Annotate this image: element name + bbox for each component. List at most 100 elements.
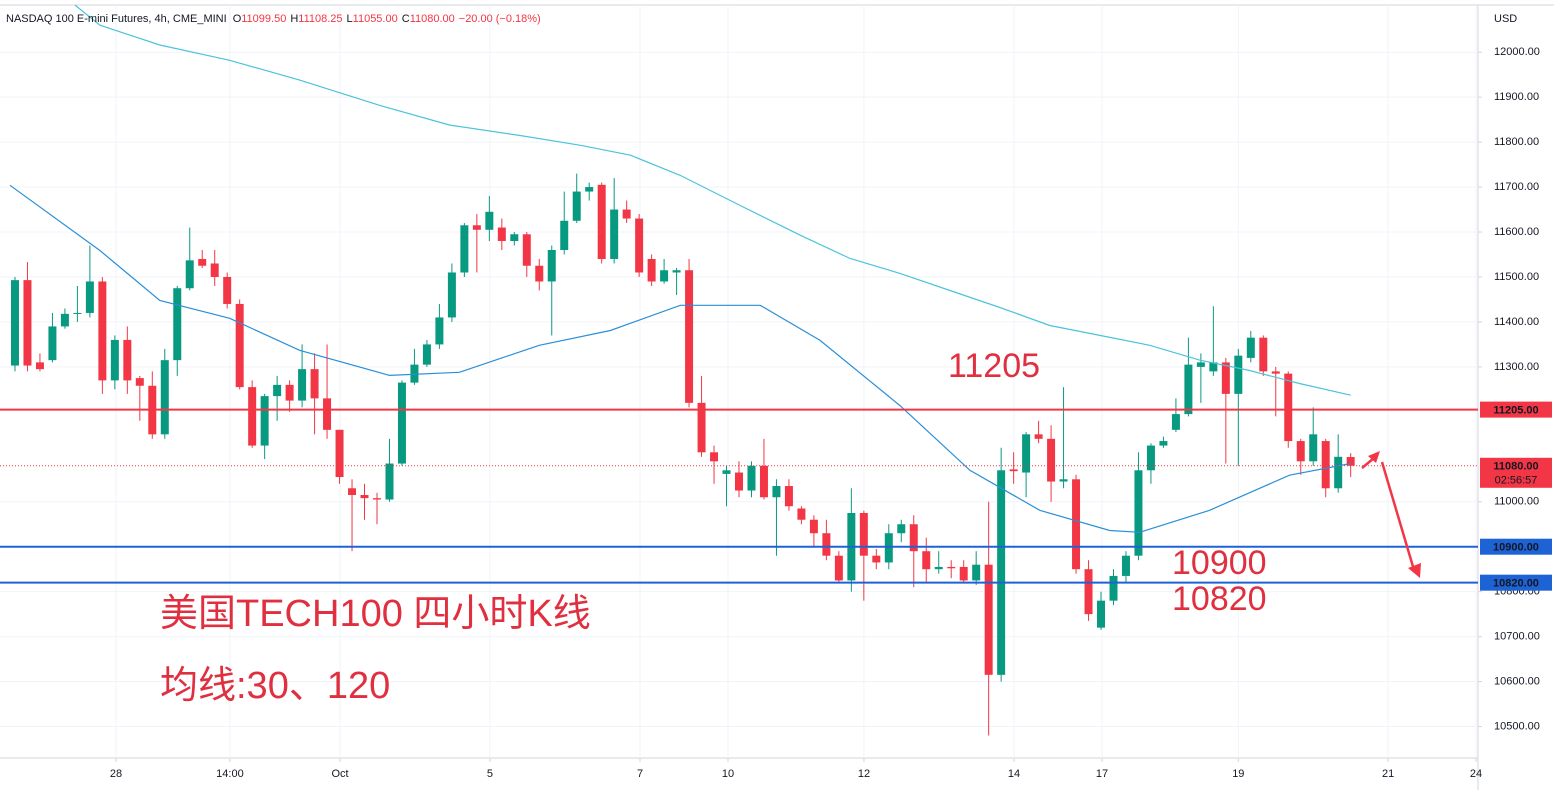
y-tick-label: 11900.00	[1494, 91, 1539, 103]
moving-average	[74, 5, 1351, 396]
change: −20.00 (−0.18%)	[459, 13, 541, 25]
candle-body	[10, 280, 19, 366]
y-tick-label: 11600.00	[1494, 226, 1539, 238]
candle-body	[572, 191, 581, 221]
candle-body	[497, 227, 506, 242]
candle-body	[872, 555, 881, 563]
candle-body	[560, 220, 569, 251]
arrow	[1380, 461, 1416, 571]
candle-body	[1234, 355, 1243, 394]
annotation: 10900	[1172, 544, 1267, 582]
candle-body	[372, 498, 381, 500]
candle-body	[1271, 371, 1280, 374]
candle-body	[1121, 555, 1130, 576]
candle-body	[360, 495, 369, 499]
candle-body	[797, 508, 806, 520]
x-tick-label: 19	[1232, 768, 1244, 780]
candle-body	[223, 276, 232, 304]
candle-body	[173, 288, 182, 361]
candle-body	[735, 472, 743, 491]
candle-body	[348, 488, 357, 496]
candle-body	[610, 209, 619, 259]
plot-area	[0, 5, 1478, 736]
candle-body	[1059, 479, 1068, 482]
candle-body	[984, 564, 993, 675]
x-tick-label: Oct	[331, 768, 348, 780]
candle-body	[784, 486, 793, 507]
ohlc-label: O	[233, 13, 242, 25]
candle-body	[909, 524, 918, 552]
x-tick-label: 12	[858, 768, 870, 780]
ohlc-value: 11099.50	[241, 13, 286, 25]
candle-body	[1009, 469, 1018, 472]
currency: USD	[1494, 13, 1517, 25]
candle-body	[1296, 441, 1305, 462]
candle-body	[1022, 434, 1031, 473]
candle-body	[472, 225, 481, 230]
header: NASDAQ 100 E-mini Futures, 4h, CME_MINI O…	[6, 13, 541, 25]
candle-body	[273, 384, 282, 397]
candle-body	[248, 387, 257, 446]
candle-body	[1084, 569, 1093, 615]
x-tick-label: 7	[637, 768, 643, 780]
candle-body	[1309, 434, 1318, 462]
y-tick-label: 11700.00	[1494, 181, 1539, 193]
countdown: 02:56:57	[1495, 475, 1538, 487]
candle-body	[1072, 479, 1081, 570]
candle-body	[597, 184, 606, 259]
moving-average	[9, 184, 1351, 533]
candle-body	[73, 312, 82, 314]
candle-body	[60, 313, 69, 327]
level-label: 11205.00	[1493, 405, 1538, 417]
ohlc-value: 11108.25	[298, 13, 342, 25]
candle-body	[422, 344, 431, 365]
ohlc-value: 11055.00	[353, 13, 398, 25]
candle-body	[747, 465, 756, 491]
y-tick-label: 10700.00	[1494, 631, 1540, 643]
candle-body	[922, 551, 931, 570]
candle-body	[997, 470, 1006, 675]
candle-body	[959, 566, 968, 581]
x-tick-label: 28	[110, 768, 122, 780]
candle-body	[522, 234, 531, 266]
candle-body	[972, 564, 981, 581]
level-label-box	[1480, 574, 1552, 591]
candle-body	[298, 369, 307, 401]
candle-body	[23, 280, 32, 366]
candle-body	[1034, 434, 1043, 439]
candle-body	[547, 250, 556, 282]
candle-body	[934, 566, 943, 570]
candle-body	[98, 281, 107, 381]
candle-body	[859, 512, 868, 556]
candle-body	[1259, 337, 1268, 372]
y-tick-label: 11300.00	[1494, 361, 1539, 373]
candle-body	[1109, 575, 1118, 601]
candle-body	[160, 360, 169, 435]
annotation: 11205	[948, 347, 1040, 385]
candle-body	[285, 384, 294, 401]
candle-body	[48, 326, 57, 361]
candle-body	[710, 452, 719, 462]
candle-body	[260, 396, 269, 446]
candle-body	[647, 258, 656, 282]
annotation: 10820	[1172, 580, 1267, 618]
candle-body	[834, 555, 843, 581]
x-tick-label: 14	[1008, 768, 1020, 780]
candle-body	[310, 369, 319, 399]
candle-body	[1184, 364, 1193, 415]
candle-body	[685, 270, 694, 403]
candle-body	[1221, 362, 1230, 394]
arrow-head	[1408, 563, 1421, 578]
candle-body	[1134, 470, 1143, 556]
candle-body	[460, 225, 469, 273]
candle-body	[947, 566, 956, 569]
candle-body	[622, 209, 631, 219]
x-tick-label: 5	[487, 768, 493, 780]
candle-body	[1346, 457, 1355, 466]
candle-body	[210, 263, 219, 277]
candle-body	[1159, 441, 1168, 446]
candle-body	[135, 378, 144, 386]
x-tick-label: 17	[1096, 768, 1108, 780]
candle-body	[410, 364, 419, 383]
annotation: 均线:30、120	[160, 665, 390, 707]
